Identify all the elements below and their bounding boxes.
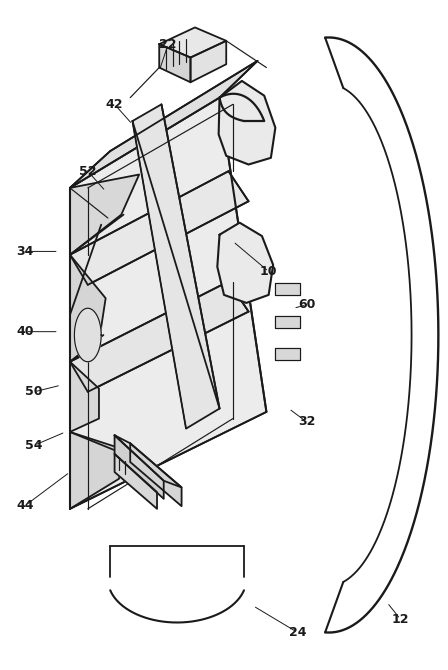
- Polygon shape: [115, 436, 164, 498]
- Text: 44: 44: [17, 499, 34, 512]
- Polygon shape: [70, 98, 267, 509]
- Polygon shape: [74, 308, 101, 362]
- Polygon shape: [70, 281, 249, 392]
- Text: 52: 52: [79, 165, 96, 178]
- Polygon shape: [276, 316, 300, 328]
- Text: 34: 34: [17, 245, 34, 258]
- Text: 60: 60: [298, 298, 315, 312]
- Polygon shape: [159, 27, 226, 58]
- Text: 22: 22: [159, 38, 177, 51]
- Polygon shape: [70, 432, 121, 509]
- Polygon shape: [190, 41, 226, 82]
- Text: 40: 40: [17, 325, 34, 338]
- Polygon shape: [115, 436, 181, 488]
- Polygon shape: [219, 81, 276, 165]
- Text: 12: 12: [392, 612, 409, 626]
- Polygon shape: [70, 255, 106, 362]
- Text: 54: 54: [26, 439, 43, 452]
- Polygon shape: [115, 454, 157, 509]
- Polygon shape: [159, 44, 190, 82]
- Polygon shape: [70, 174, 139, 255]
- Text: 24: 24: [289, 626, 306, 639]
- Polygon shape: [70, 362, 99, 432]
- Polygon shape: [276, 283, 300, 295]
- Polygon shape: [70, 61, 258, 188]
- Polygon shape: [276, 348, 300, 360]
- Polygon shape: [217, 222, 273, 303]
- Polygon shape: [130, 444, 181, 506]
- Polygon shape: [70, 172, 249, 285]
- Text: 50: 50: [26, 385, 43, 399]
- Text: 32: 32: [298, 415, 315, 428]
- Text: 10: 10: [260, 265, 277, 278]
- Polygon shape: [133, 105, 220, 429]
- Text: 42: 42: [106, 98, 123, 111]
